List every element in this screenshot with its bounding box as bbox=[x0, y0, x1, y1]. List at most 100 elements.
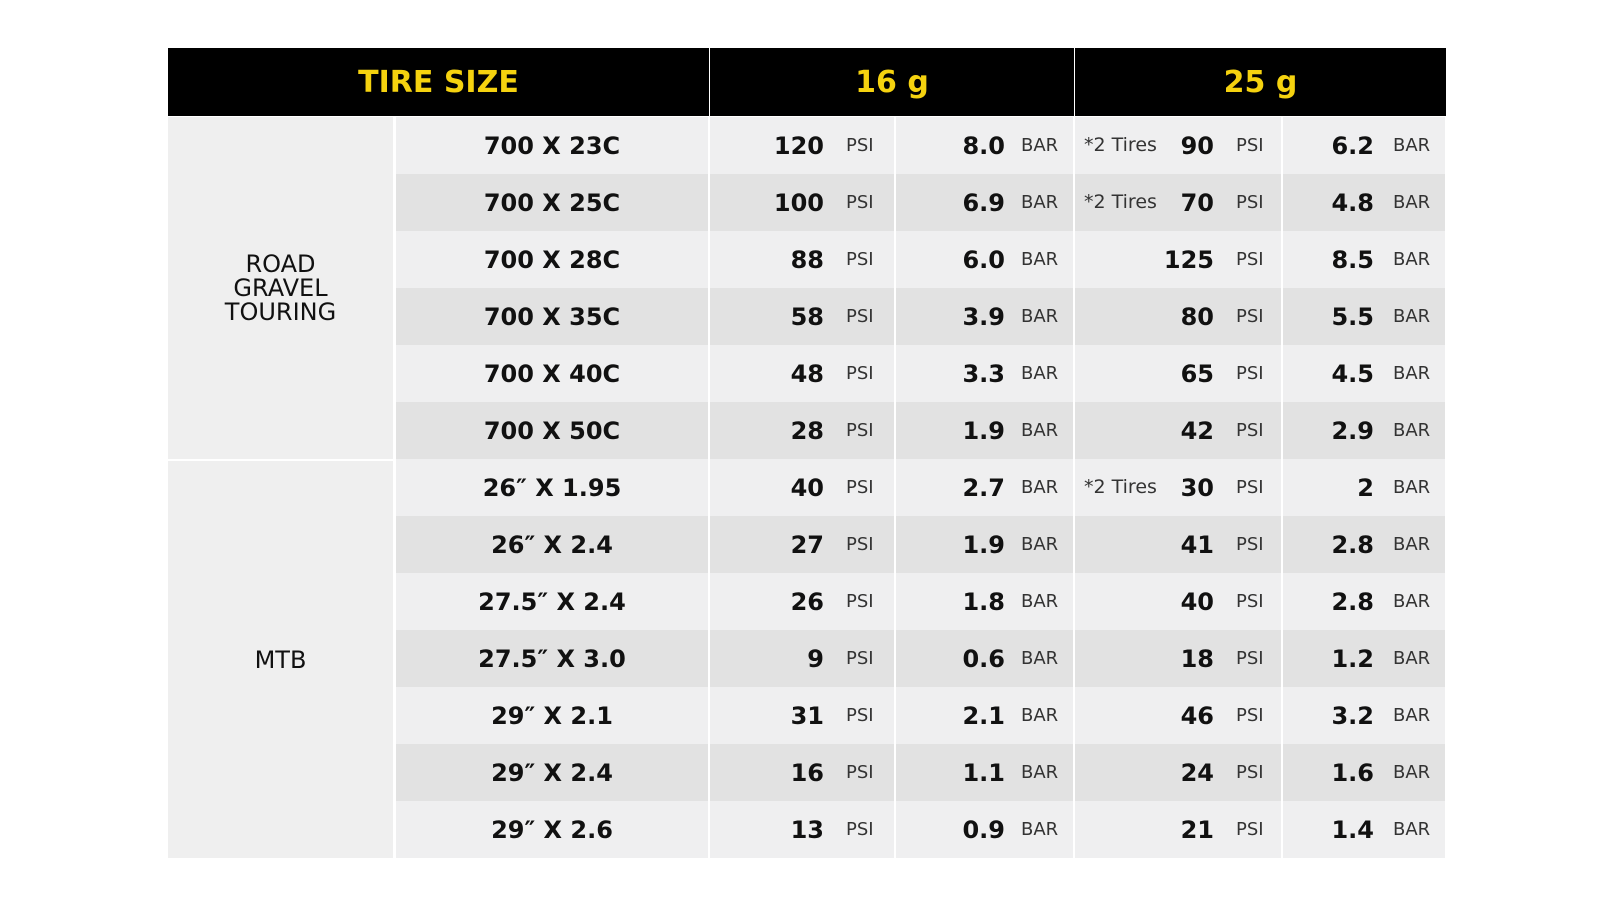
bar-16g: 1.8 bbox=[962, 587, 1005, 616]
bar-16g: 3.9 bbox=[962, 302, 1005, 331]
psi-25g: 18 bbox=[1180, 644, 1214, 673]
psi-16g: 88 bbox=[790, 245, 824, 274]
bar-unit: BAR bbox=[1393, 419, 1431, 441]
cell-bg bbox=[1283, 801, 1445, 858]
psi-unit: PSI bbox=[846, 419, 874, 441]
tire-size: 27.5″ X 3.0 bbox=[478, 644, 626, 673]
bar-25g: 4.5 bbox=[1331, 359, 1374, 388]
cell-bg bbox=[1075, 345, 1281, 402]
psi-unit: PSI bbox=[1236, 419, 1264, 441]
header-cell: 25 g bbox=[1075, 48, 1446, 116]
cell-bg bbox=[1283, 687, 1445, 744]
cell-bg bbox=[396, 459, 708, 516]
group-label: ROAD bbox=[245, 250, 316, 278]
tire-size: 29″ X 2.4 bbox=[491, 758, 613, 787]
psi-16g: 9 bbox=[807, 644, 824, 673]
cell-bg bbox=[710, 459, 894, 516]
bar-unit: BAR bbox=[1021, 761, 1059, 783]
bar-16g: 8.0 bbox=[962, 131, 1005, 160]
bar-unit: BAR bbox=[1021, 419, 1059, 441]
cell-bg bbox=[1075, 744, 1281, 801]
psi-16g: 40 bbox=[790, 473, 824, 502]
cell-bg bbox=[396, 516, 708, 573]
psi-unit: PSI bbox=[846, 704, 874, 726]
bar-unit: BAR bbox=[1021, 248, 1059, 270]
group-label: GRAVEL bbox=[233, 274, 328, 302]
group-label: TOURING bbox=[224, 298, 337, 326]
bar-unit: BAR bbox=[1393, 305, 1431, 327]
cell-bg bbox=[1283, 459, 1445, 516]
cell-bg bbox=[1075, 573, 1281, 630]
tire-size: 29″ X 2.6 bbox=[491, 815, 613, 844]
cell-bg bbox=[1283, 516, 1445, 573]
cell-bg bbox=[896, 687, 1073, 744]
cell-bg bbox=[896, 573, 1073, 630]
bar-unit: BAR bbox=[1393, 533, 1431, 555]
psi-unit: PSI bbox=[846, 647, 874, 669]
psi-16g: 28 bbox=[790, 416, 824, 445]
bar-unit: BAR bbox=[1393, 191, 1431, 213]
cell-bg bbox=[1283, 231, 1445, 288]
cell-bg bbox=[1283, 288, 1445, 345]
tire-size: 700 X 23C bbox=[483, 131, 621, 160]
group-label: MTB bbox=[254, 645, 307, 674]
psi-16g: 27 bbox=[790, 530, 824, 559]
psi-25g: 41 bbox=[1180, 530, 1214, 559]
cell-bg bbox=[710, 117, 894, 174]
cell-bg bbox=[396, 117, 708, 174]
bar-unit: BAR bbox=[1393, 647, 1431, 669]
cell-bg bbox=[1075, 630, 1281, 687]
cell-bg bbox=[1283, 630, 1445, 687]
psi-unit: PSI bbox=[846, 134, 874, 156]
psi-16g: 31 bbox=[790, 701, 824, 730]
note: *2 Tires bbox=[1084, 134, 1157, 156]
bar-16g: 0.6 bbox=[962, 644, 1005, 673]
cell-bg bbox=[710, 174, 894, 231]
cell-bg bbox=[396, 288, 708, 345]
cell-bg bbox=[396, 801, 708, 858]
psi-unit: PSI bbox=[1236, 248, 1264, 270]
cell-bg bbox=[896, 744, 1073, 801]
cell-bg bbox=[710, 573, 894, 630]
tire-size: 700 X 25C bbox=[483, 188, 621, 217]
bar-25g: 2 bbox=[1357, 473, 1374, 502]
bar-16g: 2.7 bbox=[962, 473, 1005, 502]
psi-25g: 90 bbox=[1180, 131, 1214, 160]
cell-bg bbox=[396, 402, 708, 459]
psi-16g: 120 bbox=[773, 131, 824, 160]
psi-unit: PSI bbox=[1236, 362, 1264, 384]
bar-16g: 0.9 bbox=[962, 815, 1005, 844]
psi-25g: 80 bbox=[1180, 302, 1214, 331]
cell-bg bbox=[710, 288, 894, 345]
header-cell: 16 g bbox=[710, 48, 1074, 116]
bar-25g: 5.5 bbox=[1331, 302, 1374, 331]
psi-unit: PSI bbox=[1236, 305, 1264, 327]
cell-bg bbox=[396, 345, 708, 402]
psi-25g: 24 bbox=[1180, 758, 1214, 787]
note: *2 Tires bbox=[1084, 191, 1157, 213]
bar-25g: 1.2 bbox=[1331, 644, 1374, 673]
psi-unit: PSI bbox=[846, 818, 874, 840]
cell-bg bbox=[896, 117, 1073, 174]
cell-bg bbox=[1283, 174, 1445, 231]
bar-unit: BAR bbox=[1393, 248, 1431, 270]
bar-unit: BAR bbox=[1021, 476, 1059, 498]
psi-25g: 21 bbox=[1180, 815, 1214, 844]
bar-25g: 4.8 bbox=[1331, 188, 1374, 217]
bar-25g: 2.8 bbox=[1331, 587, 1374, 616]
cell-bg bbox=[896, 516, 1073, 573]
psi-unit: PSI bbox=[1236, 590, 1264, 612]
cell-bg bbox=[710, 630, 894, 687]
cell-bg bbox=[1075, 231, 1281, 288]
cell-bg bbox=[396, 687, 708, 744]
bar-unit: BAR bbox=[1021, 647, 1059, 669]
bar-25g: 1.4 bbox=[1331, 815, 1374, 844]
psi-unit: PSI bbox=[846, 362, 874, 384]
bar-unit: BAR bbox=[1021, 533, 1059, 555]
cell-bg bbox=[710, 402, 894, 459]
psi-25g: 65 bbox=[1180, 359, 1214, 388]
bar-25g: 3.2 bbox=[1331, 701, 1374, 730]
cell-bg bbox=[1075, 687, 1281, 744]
tire-size: 700 X 35C bbox=[483, 302, 621, 331]
cell-bg bbox=[710, 231, 894, 288]
